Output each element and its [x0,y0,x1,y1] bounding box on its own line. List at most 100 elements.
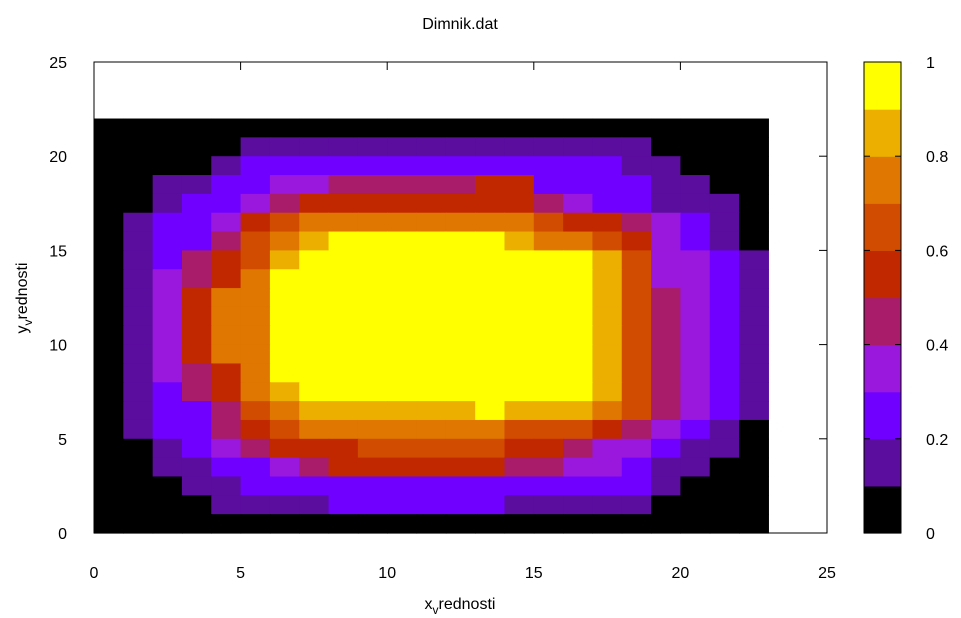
heat-cell [357,137,388,157]
heat-cell [152,457,183,478]
heat-cell [299,476,330,496]
heat-cell [680,175,711,195]
heat-cell [123,438,154,459]
heat-cell [680,382,711,402]
heat-cell [387,325,418,346]
heat-cell [621,118,652,138]
heat-cell [563,419,594,440]
heat-cell [94,495,124,515]
heat-cell [211,438,242,459]
heat-cell [533,306,564,327]
heat-cell [651,495,681,515]
heat-cell [299,212,330,233]
heat-cell [123,363,154,383]
heat-cell [387,457,418,478]
heat-cell [709,514,740,534]
heat-cell [739,495,769,515]
heat-cell [181,193,212,214]
heat-cell [709,438,740,459]
heat-cell [357,269,388,289]
heat-cell [357,118,388,138]
colorbar-swatch [864,344,901,393]
heat-cell [739,476,769,496]
heat-cell [592,118,623,138]
heat-cell [94,175,124,195]
heat-cell [533,137,564,157]
heat-cell [94,476,124,496]
heat-cell [533,438,564,459]
heat-cell [94,269,124,289]
heat-cell [416,363,447,383]
heat-cell [328,476,359,496]
heat-cell [504,514,535,534]
heat-cell [533,156,564,176]
heat-cell [94,363,124,383]
heat-cell [445,419,476,440]
heat-cell [181,175,212,195]
heat-cell [152,156,183,176]
heat-cell [269,476,300,496]
heat-cell [651,514,681,534]
heat-cell [211,419,242,440]
heat-cell [123,137,154,157]
heat-cell [621,495,652,515]
heat-cell [269,175,300,195]
heat-cell [269,363,300,383]
heat-cell [387,288,418,308]
heat-cell [299,514,330,534]
heat-cell [152,212,183,233]
heat-cell [269,156,300,176]
heat-cell [680,514,711,534]
heat-cell [445,250,476,270]
heat-cell [357,306,388,327]
heat-cell [504,382,535,402]
heat-cell [211,118,242,138]
heat-cell [181,495,212,515]
heat-cell [709,306,740,327]
heat-cell [533,476,564,496]
heat-cell [621,193,652,214]
heat-cell [123,514,154,534]
heat-cell [504,193,535,214]
heat-cell [269,250,300,270]
heat-cell [269,382,300,402]
heat-cell [739,438,769,459]
heat-cell [651,344,681,365]
heat-cell [240,457,271,478]
heat-cell [680,212,711,233]
colorbar-swatch [864,485,901,534]
heat-cell [739,156,769,176]
heat-cell [94,231,124,251]
heat-cell [211,306,242,327]
heat-cell [621,250,652,270]
heat-cell [181,438,212,459]
heat-cell [680,476,711,496]
heat-cell [475,325,506,346]
heat-cell [445,156,476,176]
heat-cell [269,193,300,214]
heat-cell [592,457,623,478]
heat-cell [563,212,594,233]
heat-cell [533,118,564,138]
heat-cell [592,156,623,176]
heat-cell [445,175,476,195]
heat-cell [357,231,388,251]
heat-cell [621,419,652,440]
heat-cell [299,175,330,195]
heat-cell [181,514,212,534]
heat-cell [592,250,623,270]
heat-cell [445,137,476,157]
heat-cell [709,175,740,195]
heat-cell [387,306,418,327]
heat-cell [592,175,623,195]
heat-cell [445,118,476,138]
heat-cell [533,495,564,515]
heat-cell [299,344,330,365]
heat-cell [416,137,447,157]
heat-cell [94,156,124,176]
colorbar-tick-label: 0.2 [926,432,948,449]
heat-cell [328,137,359,157]
heat-cell [211,193,242,214]
heat-cell [299,231,330,251]
heat-cell [123,419,154,440]
